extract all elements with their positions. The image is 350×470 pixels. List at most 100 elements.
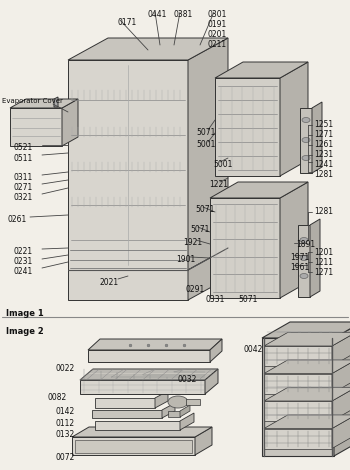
Text: Evaporator Cover: Evaporator Cover	[2, 98, 63, 104]
Text: 1281: 1281	[314, 170, 333, 179]
Polygon shape	[180, 413, 194, 430]
Text: 5001: 5001	[196, 140, 215, 149]
Polygon shape	[264, 360, 350, 374]
Text: 0241: 0241	[14, 267, 33, 276]
Polygon shape	[68, 270, 188, 300]
Text: 0221: 0221	[14, 247, 33, 256]
Polygon shape	[332, 387, 350, 421]
Polygon shape	[205, 369, 218, 394]
Polygon shape	[95, 398, 155, 408]
Text: 0082: 0082	[48, 393, 67, 402]
Text: 1201: 1201	[314, 248, 333, 257]
Text: 0211: 0211	[207, 40, 226, 49]
Ellipse shape	[300, 256, 308, 260]
Text: 1231: 1231	[314, 150, 333, 159]
Polygon shape	[264, 374, 332, 393]
Polygon shape	[264, 415, 350, 429]
Text: 1211: 1211	[314, 258, 333, 267]
Text: 5071: 5071	[195, 205, 214, 214]
Text: 0261: 0261	[8, 215, 27, 224]
Polygon shape	[180, 405, 190, 417]
Polygon shape	[72, 437, 195, 455]
Text: 1261: 1261	[314, 140, 333, 149]
Polygon shape	[80, 369, 218, 380]
Text: 1961: 1961	[290, 263, 309, 272]
Text: 0321: 0321	[14, 193, 33, 202]
Polygon shape	[262, 322, 350, 338]
Ellipse shape	[302, 156, 310, 160]
Text: 0072: 0072	[55, 453, 74, 462]
Text: 5071: 5071	[238, 295, 257, 304]
Polygon shape	[210, 339, 222, 362]
Polygon shape	[162, 403, 175, 418]
Text: 1271: 1271	[314, 130, 333, 139]
Polygon shape	[262, 338, 334, 456]
Text: 0291: 0291	[186, 285, 205, 294]
Text: 1221: 1221	[209, 180, 228, 189]
Polygon shape	[310, 219, 320, 297]
Polygon shape	[332, 360, 350, 393]
Ellipse shape	[300, 237, 308, 243]
Text: 1281: 1281	[314, 207, 333, 216]
Text: 1971: 1971	[290, 253, 309, 262]
Polygon shape	[215, 78, 280, 176]
Text: 0441: 0441	[147, 10, 166, 19]
Polygon shape	[264, 387, 350, 401]
Polygon shape	[264, 346, 332, 366]
Ellipse shape	[302, 118, 310, 123]
Text: Image 1: Image 1	[6, 309, 44, 318]
Text: 1241: 1241	[314, 160, 333, 169]
Polygon shape	[80, 380, 205, 394]
Polygon shape	[68, 60, 188, 270]
Polygon shape	[215, 62, 308, 78]
Text: 1901: 1901	[176, 255, 195, 264]
Text: 0311: 0311	[14, 173, 33, 182]
Text: 0171: 0171	[117, 18, 136, 27]
Polygon shape	[264, 332, 350, 346]
Text: 1271: 1271	[314, 268, 333, 277]
Polygon shape	[10, 99, 78, 108]
Polygon shape	[298, 225, 310, 297]
Text: 0511: 0511	[14, 154, 33, 163]
Polygon shape	[155, 391, 168, 408]
Text: 5071: 5071	[190, 225, 209, 234]
Polygon shape	[264, 429, 332, 448]
Text: 0112: 0112	[55, 419, 74, 428]
Text: 5001: 5001	[213, 160, 232, 169]
Text: 0022: 0022	[55, 364, 74, 373]
Polygon shape	[188, 38, 228, 270]
Polygon shape	[210, 182, 308, 198]
Polygon shape	[54, 97, 58, 107]
Polygon shape	[300, 108, 312, 173]
Polygon shape	[75, 440, 192, 453]
Ellipse shape	[168, 396, 188, 408]
Text: 0271: 0271	[14, 183, 33, 192]
Polygon shape	[10, 108, 62, 146]
Text: 0042: 0042	[244, 345, 263, 354]
Text: 0381: 0381	[173, 10, 192, 19]
Text: 5071: 5071	[196, 128, 215, 137]
Text: 0301: 0301	[207, 10, 226, 19]
Text: 0132: 0132	[55, 430, 74, 439]
Polygon shape	[88, 339, 222, 350]
Text: 1891: 1891	[296, 240, 315, 249]
Text: 2021: 2021	[100, 278, 119, 287]
Text: 0521: 0521	[14, 143, 33, 152]
Text: 0142: 0142	[55, 407, 74, 416]
Text: 0191: 0191	[207, 20, 226, 29]
Text: 1251: 1251	[314, 120, 333, 129]
Polygon shape	[334, 322, 350, 456]
Polygon shape	[312, 102, 322, 173]
Polygon shape	[280, 62, 308, 176]
Text: 1921: 1921	[183, 238, 202, 247]
Polygon shape	[280, 182, 308, 298]
Ellipse shape	[302, 138, 310, 142]
Polygon shape	[195, 427, 212, 455]
Polygon shape	[88, 350, 210, 362]
Polygon shape	[188, 248, 228, 300]
Text: 0032: 0032	[178, 375, 197, 384]
Polygon shape	[72, 427, 212, 437]
Text: 0231: 0231	[14, 257, 33, 266]
Polygon shape	[264, 401, 332, 421]
Polygon shape	[332, 332, 350, 366]
